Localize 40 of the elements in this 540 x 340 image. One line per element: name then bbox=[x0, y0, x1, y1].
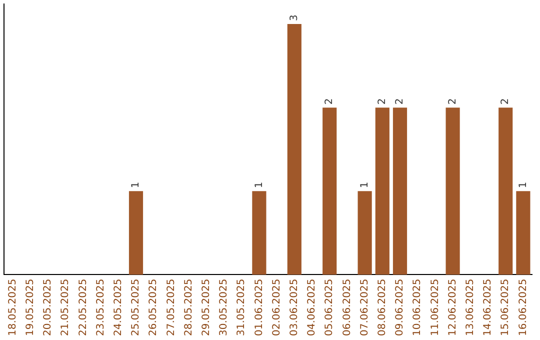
x-tick-label: 11.06.2025 bbox=[430, 278, 441, 336]
x-tick-label: 25.05.2025 bbox=[130, 278, 142, 336]
x-tick-label: 19.05.2025 bbox=[24, 278, 36, 336]
data-label: 2 bbox=[447, 98, 458, 105]
x-tick-label: 06.06.2025 bbox=[342, 278, 353, 336]
data-label: 3 bbox=[288, 14, 300, 22]
x-tick-label: 22.05.2025 bbox=[78, 278, 89, 336]
x-tick-label: 14.06.2025 bbox=[482, 278, 494, 336]
x-tick-label: 29.05.2025 bbox=[200, 278, 212, 336]
x-tick-label: 15.06.2025 bbox=[500, 278, 512, 336]
x-tick-label: 03.06.2025 bbox=[288, 278, 300, 336]
data-label: 2 bbox=[500, 98, 512, 105]
x-tick-label: 07.06.2025 bbox=[359, 278, 370, 336]
x-tick-label: 08.06.2025 bbox=[376, 278, 388, 336]
x-tick-label: 05.06.2025 bbox=[324, 278, 336, 336]
x-tick-label: 23.05.2025 bbox=[95, 278, 106, 336]
x-tick-label: 01.06.2025 bbox=[254, 278, 265, 336]
x-tick-label: 04.06.2025 bbox=[306, 278, 318, 336]
data-label: 1 bbox=[359, 182, 370, 188]
data-label: 2 bbox=[394, 98, 406, 105]
data-label: 2 bbox=[324, 98, 336, 105]
x-tick-label: 16.06.2025 bbox=[518, 278, 529, 336]
x-tick-label: 09.06.2025 bbox=[394, 278, 406, 336]
x-tick-label: 02.06.2025 bbox=[271, 278, 282, 336]
x-tick-label: 31.05.2025 bbox=[236, 278, 248, 336]
x-tick-label: 26.05.2025 bbox=[148, 278, 160, 336]
x-tick-label: 21.05.2025 bbox=[60, 278, 72, 336]
x-tick-label: 10.06.2025 bbox=[412, 278, 424, 336]
x-tick-label: 13.06.2025 bbox=[464, 278, 476, 336]
data-label: 1 bbox=[130, 182, 142, 188]
x-tick-label: 27.05.2025 bbox=[166, 278, 177, 336]
data-label: 1 bbox=[518, 182, 529, 188]
x-tick-label: 12.06.2025 bbox=[447, 278, 458, 336]
x-tick-label: 28.05.2025 bbox=[183, 278, 194, 336]
x-tick-label: 18.05.2025 bbox=[7, 278, 18, 336]
x-tick-label: 30.05.2025 bbox=[218, 278, 230, 336]
x-tick-label: 24.05.2025 bbox=[112, 278, 124, 336]
data-label: 2 bbox=[376, 98, 388, 105]
data-label: 1 bbox=[254, 182, 265, 188]
x-tick-label: 20.05.2025 bbox=[42, 278, 54, 336]
